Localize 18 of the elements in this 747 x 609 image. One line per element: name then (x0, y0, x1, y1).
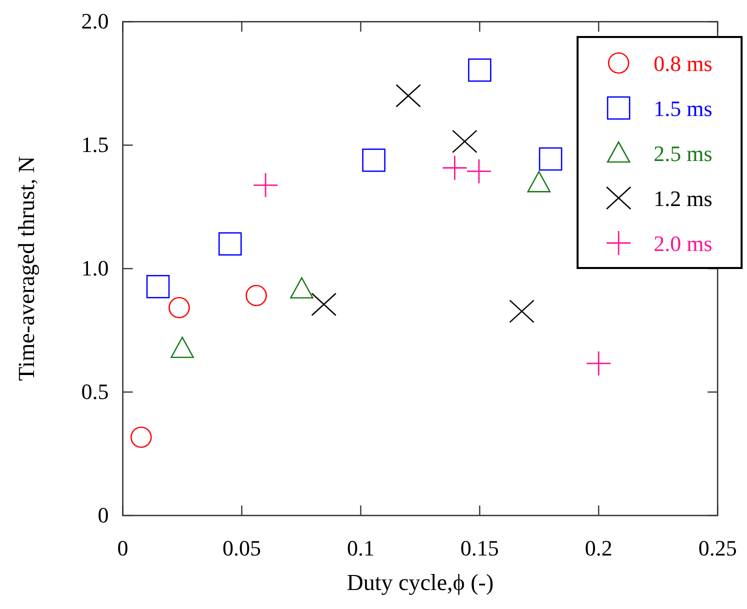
y-tick-label: 1.5 (81, 132, 109, 158)
y-axis-title: Time-averaged thrust, N (14, 156, 39, 381)
legend-label: 0.8 ms (654, 51, 712, 76)
x-tick-label: 0.25 (698, 536, 737, 560)
y-tick-label: 0 (98, 502, 109, 528)
x-tick-label: 0.05 (222, 536, 262, 560)
x-tick-label: 0 (117, 536, 128, 560)
legend-label: 2.5 ms (654, 141, 712, 166)
legend-label: 1.5 ms (654, 96, 712, 121)
y-tick-label: 1.0 (81, 256, 109, 281)
x-axis-title: Duty cycle,ϕ (-) (346, 570, 494, 595)
y-tick-label: 0.5 (81, 379, 109, 404)
y-tick-label: 2.0 (81, 8, 109, 34)
x-tick-label: 0.1 (346, 536, 374, 560)
legend-label: 2.0 ms (654, 231, 712, 256)
x-tick-label: 0.2 (584, 536, 612, 560)
legend-label: 1.2 ms (654, 186, 712, 211)
x-tick-label: 0.15 (460, 536, 499, 560)
